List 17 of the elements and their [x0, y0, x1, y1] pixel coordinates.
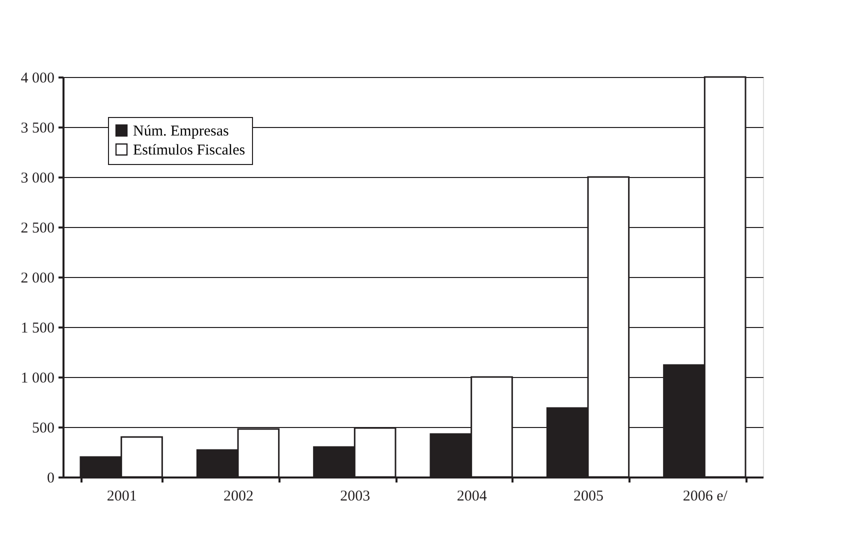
x-tick-label: 2003: [340, 488, 370, 504]
x-tick-label: 2005: [574, 488, 604, 504]
x-tick-label: 2004: [456, 488, 488, 504]
y-tick-label: 1 500: [20, 320, 54, 336]
y-tick-label: 3 500: [20, 120, 54, 136]
y-tick-label: 2 500: [20, 220, 54, 236]
legend-label: Núm. Empresas: [133, 124, 229, 140]
y-tick-label: 500: [32, 420, 54, 436]
y-tick-label: 3 000: [20, 170, 54, 186]
x-tick-label: 2001: [106, 488, 137, 504]
y-tick-label: 2 000: [20, 270, 54, 286]
y-tick-label: 0: [47, 470, 54, 486]
y-tick-label: 4 000: [20, 70, 54, 86]
x-tick-label: 2002: [224, 488, 254, 504]
legend-label: Estímulos Fiscales: [133, 142, 246, 158]
x-tick-label: 2006 e/: [682, 488, 728, 504]
y-tick-label: 1 000: [20, 370, 54, 386]
